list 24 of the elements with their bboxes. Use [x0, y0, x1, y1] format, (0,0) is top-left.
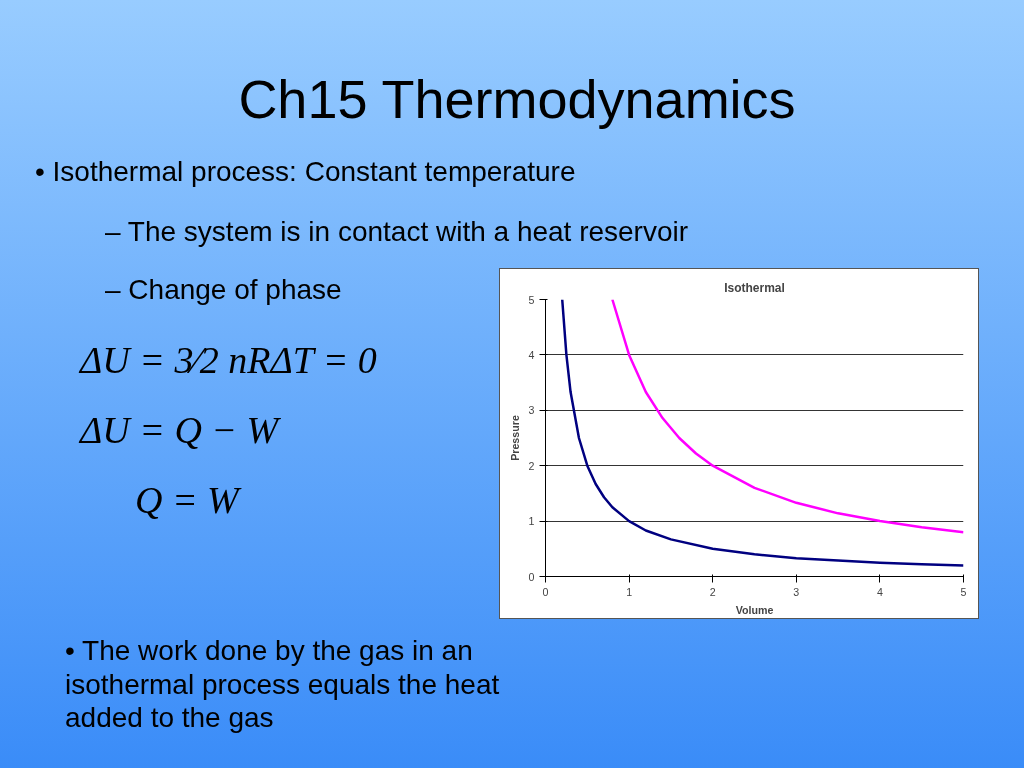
x-tick-label: 5: [960, 585, 967, 598]
y-tick-label: 5: [528, 293, 535, 306]
y-tick-label: 1: [528, 515, 535, 528]
text: • The work done by the gas in an isothermal process equals the heat added to the gas: [65, 634, 501, 735]
x-axis-title: Volume: [735, 603, 774, 616]
text: • Isothermal process: Constant temperature: [35, 155, 576, 189]
x-tick-label: 2: [709, 585, 716, 598]
x-tick-label: 4: [876, 585, 883, 598]
y-axis-title: Pressure: [508, 415, 521, 461]
line-series: [560, 299, 964, 567]
text: – The system is in contact with a heat reservoir: [105, 215, 689, 249]
line-series: [611, 299, 964, 534]
text: Ch15 Thermodynamics: [238, 68, 796, 131]
text: ΔU = Q − W: [80, 408, 279, 453]
x-tick-label: 3: [793, 585, 800, 598]
text: – Change of phase: [105, 273, 342, 307]
y-tick-label: 0: [528, 570, 535, 583]
chart-title: Isothermal: [724, 280, 785, 295]
y-tick-label: 4: [528, 348, 535, 361]
text: ΔU = 3⁄2 nRΔT = 0: [80, 338, 377, 383]
x-tick-label: 0: [542, 585, 549, 598]
x-tick-label: 1: [626, 585, 633, 598]
y-tick-label: 3: [528, 404, 535, 417]
y-tick-label: 2: [528, 459, 535, 472]
